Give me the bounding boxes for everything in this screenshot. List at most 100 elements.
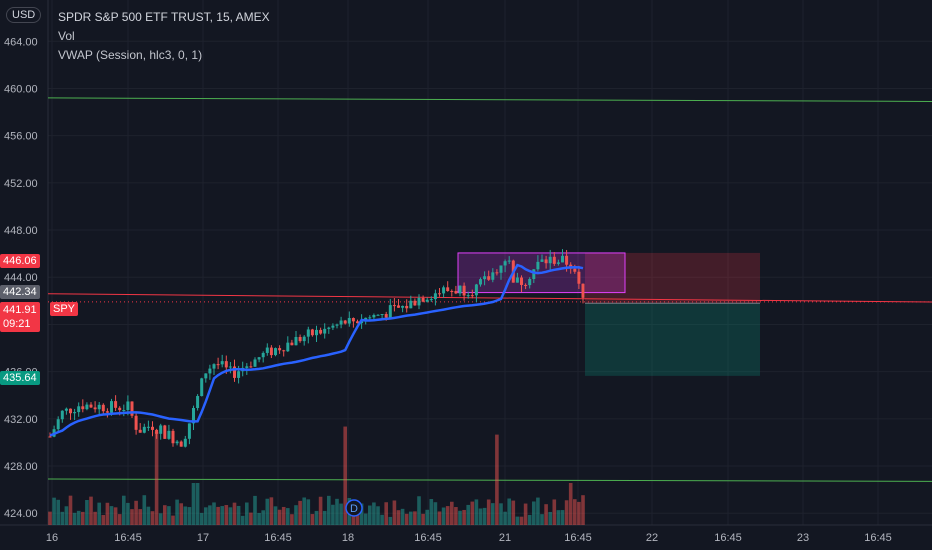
- candle-body: [327, 327, 331, 329]
- candle-body: [249, 366, 253, 368]
- candle-body: [138, 429, 142, 433]
- candle-body: [548, 256, 552, 264]
- candle-body: [237, 371, 241, 378]
- x-tick-label: 16:45: [114, 532, 142, 544]
- volume-bar: [183, 506, 188, 525]
- volume-bar: [245, 502, 249, 525]
- volume-bar: [335, 498, 339, 525]
- candle-body: [561, 255, 564, 263]
- entry-price-tag: 435.64: [0, 371, 40, 385]
- volume-bar: [257, 512, 261, 525]
- volume-bar: [523, 503, 528, 525]
- volume-bar: [437, 511, 442, 525]
- candle-body: [151, 426, 154, 430]
- volume-bar: [146, 506, 151, 525]
- volume-bar: [556, 510, 561, 525]
- volume-bar: [212, 502, 216, 525]
- y-tick-label: 452.00: [4, 178, 38, 190]
- y-tick-label: 460.00: [4, 83, 38, 95]
- volume-bar: [581, 495, 585, 525]
- volume-bar: [503, 511, 507, 525]
- candle-body: [450, 291, 454, 293]
- volume-bar: [327, 495, 331, 525]
- volume-bar: [519, 516, 524, 525]
- volume-bar: [400, 508, 405, 525]
- currency-button[interactable]: USD: [6, 7, 42, 23]
- target-price-value: 446.06: [3, 255, 37, 267]
- candle-body: [573, 268, 577, 272]
- candle-body: [356, 321, 359, 324]
- candle-body: [228, 366, 232, 368]
- currency-label: USD: [12, 9, 36, 21]
- candle-body: [397, 305, 400, 308]
- volume-bar: [548, 511, 552, 525]
- volume-bar: [421, 513, 425, 525]
- volume-bar: [81, 511, 85, 525]
- target-price-tag: 446.06: [0, 254, 40, 268]
- candle-body: [343, 320, 347, 324]
- volume-bar: [113, 507, 118, 525]
- candle-body: [146, 426, 150, 428]
- volume-bar: [150, 511, 155, 525]
- candle-body: [388, 305, 392, 318]
- x-tick-label: 21: [499, 532, 511, 544]
- candle-body: [409, 300, 413, 309]
- volume-bar: [318, 496, 323, 525]
- volume-bar: [454, 507, 458, 525]
- volume-bar: [167, 506, 171, 525]
- vwap-indicator-label[interactable]: VWAP (Session, hlc3, 0, 1): [58, 48, 203, 62]
- volume-bar: [527, 514, 532, 525]
- candle-body: [372, 315, 376, 318]
- candle-body: [282, 350, 286, 352]
- symbol-title[interactable]: SPDR S&P 500 ETF TRUST, 15, AMEX: [58, 10, 270, 24]
- volume-bar: [322, 510, 327, 525]
- volume-bar: [175, 499, 179, 525]
- candle-body: [48, 436, 52, 438]
- candle-body: [274, 348, 277, 356]
- vol-indicator-label[interactable]: Vol: [58, 29, 75, 43]
- candle-body: [278, 348, 282, 351]
- candle-body: [97, 404, 101, 410]
- volume-bar: [286, 508, 290, 525]
- candle-body: [130, 401, 134, 416]
- volume-bar: [281, 506, 286, 525]
- volume-bar: [93, 511, 97, 525]
- volume-bar: [450, 501, 454, 525]
- volume-bar: [368, 505, 372, 525]
- volume-bar: [290, 514, 294, 525]
- volume-bar: [359, 503, 364, 525]
- vwap-line: [49, 263, 584, 437]
- volume-bar: [306, 499, 311, 525]
- volume-bar: [339, 503, 343, 525]
- volume-bar: [413, 511, 417, 525]
- level-line-red-level: [47, 293, 932, 303]
- candle-body: [552, 256, 556, 264]
- volume-bar: [568, 483, 573, 525]
- candle-body: [89, 404, 93, 408]
- candle-body: [64, 408, 68, 411]
- candle-body: [269, 347, 273, 356]
- candle-body: [565, 255, 569, 265]
- candle-body: [286, 342, 290, 352]
- volume-bar: [240, 515, 245, 525]
- volume-bar: [560, 510, 565, 525]
- volume-bar: [388, 516, 393, 525]
- candle-body: [200, 378, 204, 397]
- candle-body: [380, 314, 384, 316]
- candle-body: [368, 317, 372, 319]
- x-tick-label: 18: [342, 532, 354, 544]
- volume-bar: [130, 509, 134, 525]
- volume-bar: [458, 510, 462, 525]
- x-tick-label: 16:45: [264, 532, 292, 544]
- last-price-tag: 441.91 09:21: [0, 302, 40, 332]
- volume-bar: [76, 510, 81, 525]
- candle-body: [126, 401, 130, 411]
- position-loss-zone: [585, 303, 760, 376]
- candle-body: [466, 295, 470, 297]
- candle-body: [581, 283, 585, 298]
- candle-body: [298, 336, 302, 342]
- candle-body: [556, 262, 560, 264]
- candle-body: [495, 272, 499, 274]
- volume-bar: [97, 502, 101, 525]
